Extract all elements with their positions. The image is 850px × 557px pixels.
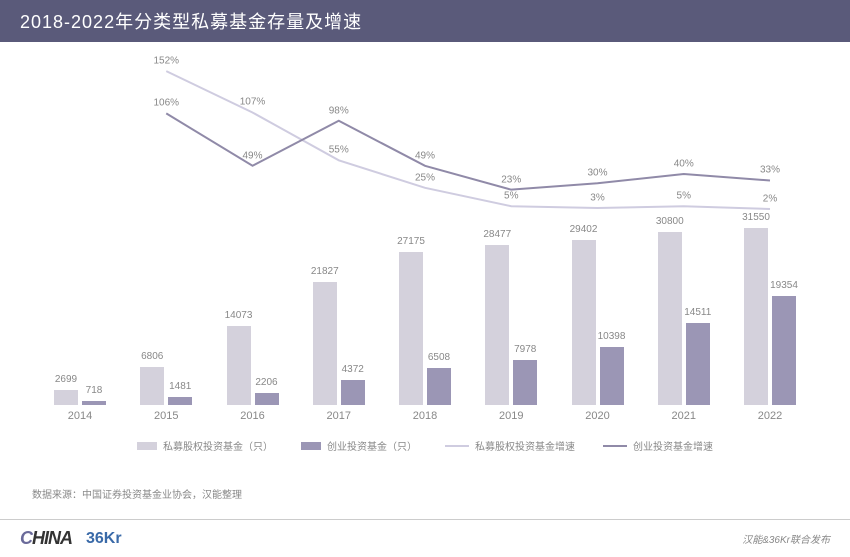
source-label: 数据来源： (32, 490, 82, 501)
line-value-label: 23% (501, 174, 521, 185)
x-tick: 2018 (413, 410, 437, 422)
legend-swatch (137, 442, 157, 450)
x-tick: 2015 (154, 410, 178, 422)
legend-swatch (445, 445, 469, 447)
bar-value-label: 19354 (770, 280, 798, 291)
legend-item: 创业投资基金（只） (301, 438, 417, 453)
bar: 31550 (744, 228, 768, 405)
line-chart-svg (40, 50, 810, 220)
x-tick: 2016 (240, 410, 264, 422)
bar-group: 2699 718 (54, 390, 106, 405)
bar: 21827 (313, 282, 337, 405)
bar: 27175 (399, 252, 423, 405)
line-value-label: 40% (674, 159, 694, 170)
legend-swatch (603, 445, 627, 447)
bar: 28477 (485, 245, 509, 405)
header-bar: 2018-2022年分类型私募基金存量及增速 (0, 0, 850, 42)
source-text: 中国证券投资基金业协会，汉能整理 (82, 490, 242, 501)
x-tick: 2017 (327, 410, 351, 422)
bar: 2699 (54, 390, 78, 405)
bar-value-label: 29402 (570, 224, 598, 235)
legend-label: 创业投资基金增速 (633, 438, 713, 453)
bar: 7978 (513, 360, 537, 405)
chart-area: 152% 107% 55% 25% 5% 3% 5% 2% 106% 49% 98% 49% 23% 30… (40, 50, 810, 450)
bar: 19354 (772, 296, 796, 405)
bar-group: 284777978 (485, 245, 537, 405)
page-title: 2018-2022年分类型私募基金存量及增速 (20, 8, 362, 34)
bar-value-label: 2699 (55, 374, 77, 385)
footer-credit: 汉能&36Kr联合发布 (742, 531, 830, 546)
line-value-label: 25% (415, 172, 435, 183)
line-value-label: 98% (329, 105, 349, 116)
trend-line (166, 71, 770, 209)
bar-value-label: 6508 (428, 352, 450, 363)
bar-group: 2940210398 (572, 240, 624, 405)
bar-value-label: 30800 (656, 216, 684, 227)
bar-value-label: 4372 (342, 364, 364, 375)
bar-value-label: 718 (86, 385, 103, 396)
line-value-label: 107% (240, 97, 266, 108)
data-source: 数据来源：中国证券投资基金业协会，汉能整理 (32, 486, 242, 501)
bar-value-label: 1481 (169, 381, 191, 392)
bar-group: 3080014511 (658, 232, 710, 405)
line-value-label: 55% (329, 145, 349, 156)
bar: 14511 (686, 323, 710, 405)
line-value-label: 30% (587, 168, 607, 179)
bar-group: 6806 1481 (140, 367, 192, 405)
bar: 30800 (658, 232, 682, 405)
x-tick: 2014 (68, 410, 92, 422)
bar: 6806 (140, 367, 164, 405)
footer-bar: CHINA 36Kr 汉能&36Kr联合发布 (0, 519, 850, 557)
x-tick: 2022 (758, 410, 782, 422)
x-tick: 2020 (585, 410, 609, 422)
bar: 718 (82, 401, 106, 405)
x-axis: 2014 2015 2016 2017 2018 2019 2020 2021 2022 (40, 410, 810, 430)
bar-value-label: 31550 (742, 212, 770, 223)
legend-label: 私募股权投资基金增速 (475, 438, 575, 453)
legend-item: 创业投资基金增速 (603, 438, 713, 453)
bar-value-label: 21827 (311, 266, 339, 277)
line-value-label: 5% (677, 191, 691, 202)
bar-value-label: 7978 (514, 344, 536, 355)
bar-group: 218274372 (313, 282, 365, 405)
line-value-label: 152% (153, 56, 179, 67)
bar-chart-zone: 2699718680614811407322062182743722717565… (40, 225, 810, 405)
bar-group: 3155019354 (744, 228, 796, 405)
x-tick: 2021 (672, 410, 696, 422)
legend-swatch (301, 442, 321, 450)
bar: 1481 (168, 397, 192, 405)
bar-value-label: 27175 (397, 236, 425, 247)
bar-value-label: 28477 (483, 229, 511, 240)
line-chart-zone: 152% 107% 55% 25% 5% 3% 5% 2% 106% 49% 98% 49% 23% 30… (40, 50, 810, 220)
line-value-label: 49% (242, 150, 262, 161)
bar: 29402 (572, 240, 596, 405)
legend-label: 创业投资基金（只） (327, 438, 417, 453)
line-value-label: 2% (763, 194, 777, 205)
legend-item: 私募股权投资基金（只） (137, 438, 273, 453)
bar-value-label: 6806 (141, 351, 163, 362)
chart-legend: 私募股权投资基金（只） 创业投资基金（只） 私募股权投资基金增速 创业投资基金增速 (40, 438, 810, 453)
bar-group: 271756508 (399, 252, 451, 405)
line-value-label: 3% (590, 193, 604, 204)
logo-china: CHINA (20, 528, 72, 549)
bar: 4372 (341, 380, 365, 405)
bar-value-label: 2206 (255, 377, 277, 388)
line-value-label: 5% (504, 191, 518, 202)
bar: 6508 (427, 368, 451, 405)
logo-36kr: 36Kr (86, 530, 122, 548)
line-value-label: 33% (760, 165, 780, 176)
line-value-label: 49% (415, 150, 435, 161)
bar: 14073 (227, 326, 251, 405)
legend-label: 私募股权投资基金（只） (163, 438, 273, 453)
bar-value-label: 14511 (684, 307, 711, 318)
bar: 2206 (255, 393, 279, 405)
legend-item: 私募股权投资基金增速 (445, 438, 575, 453)
bar-value-label: 10398 (598, 331, 626, 342)
line-value-label: 106% (153, 98, 179, 109)
x-tick: 2019 (499, 410, 523, 422)
bar: 10398 (600, 347, 624, 405)
bar-group: 14073 2206 (227, 326, 279, 405)
bar-value-label: 14073 (225, 310, 253, 321)
